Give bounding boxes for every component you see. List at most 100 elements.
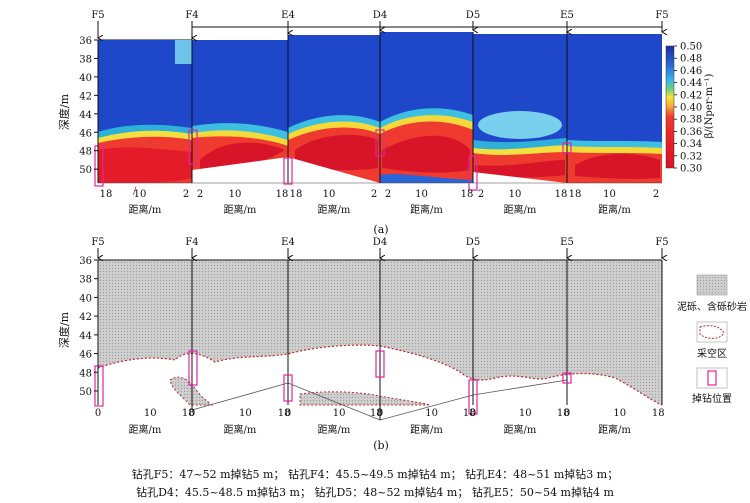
x-tick-label-a-4-1: 10	[509, 189, 522, 200]
x-tick-label-b-0-0: 0	[95, 408, 101, 419]
x-tick-label-b-2-0: 0	[285, 408, 291, 419]
station-label-b-5: E5	[560, 237, 574, 248]
x-tick-label-a-2-0: 18	[290, 189, 303, 200]
x-tick-label-a-1-1: 10	[229, 189, 242, 200]
legend-label-void: 采空区	[697, 347, 727, 360]
station-label-a-6: F5	[655, 10, 668, 21]
panel-b: F5 F4 E4 D4 D5 E5 F5 36 38 40 42 44 46 48 50 深度/m 0 10…	[57, 237, 747, 452]
panel-b-label: (b)	[373, 439, 389, 452]
x-axis-label-b-1: 距离/m	[224, 423, 257, 436]
colorbar-tick-label-2: 0.46	[680, 66, 702, 77]
x-tick-label-b-3-1: 10	[425, 408, 438, 419]
station-label-b-2: E4	[281, 237, 295, 248]
colorbar-label: β/(Nper·m⁻¹)	[704, 74, 715, 139]
x-tick-label-a-5-2: 2	[653, 189, 659, 200]
x-tick-label-b-5-0: 0	[564, 408, 570, 419]
station-label-a-0: F5	[91, 10, 104, 21]
station-label-b-1: F4	[185, 237, 198, 248]
rock-lens-1	[169, 376, 214, 406]
x-axis-label-b-2: 距离/m	[318, 423, 351, 436]
legend-swatch-rock	[696, 274, 728, 296]
y-tick-label-a-0: 36	[79, 36, 92, 47]
x-axis-label-a-4: 距离/m	[504, 203, 537, 216]
x-tick-label-b-0-2: 18	[182, 408, 195, 419]
colorbar-tick-label-6: 0.38	[680, 115, 702, 126]
x-tick-label-a-0-0: 18	[100, 189, 113, 200]
y-tick-label-b-1: 38	[79, 275, 92, 286]
station-label-a-4: D5	[466, 10, 480, 21]
x-tick-label-b-2-2: 18	[370, 408, 383, 419]
colorbar-tick-label-0: 0.50	[680, 42, 702, 53]
stray-mark: /	[133, 186, 137, 197]
caption-line-1: 钻孔F5：47~52 m掉钻5 m； 钻孔F4：45.5~49.5 m掉钻4 m…	[131, 468, 619, 481]
x-tick-label-b-5-1: 10	[613, 408, 626, 419]
colorbar-tick-label-5: 0.40	[680, 103, 702, 114]
x-tick-label-b-3-0: 0	[377, 408, 383, 419]
heat-segment-4	[380, 32, 473, 183]
panel-a-label: (a)	[373, 223, 388, 236]
y-tick-label-a-2: 40	[79, 73, 92, 84]
y-tick-label-b-5: 46	[79, 350, 92, 361]
y-tick-label-b-7: 50	[79, 387, 92, 398]
x-tick-label-b-0-1: 10	[144, 408, 157, 419]
colorbar-tick-label-1: 0.48	[680, 54, 702, 65]
colorbar-ticks: 0.500.480.460.440.42 0.400.380.360.340.32…	[674, 42, 702, 175]
y-tick-label-a-6: 48	[79, 147, 92, 158]
x-axis-label-b-4: 距离/m	[504, 423, 537, 436]
x-axis-label-b-5: 距离/m	[598, 423, 631, 436]
heat-segment-6	[567, 34, 662, 183]
station-label-b-6: F5	[655, 237, 668, 248]
x-tick-label-a-0-1: 10	[134, 189, 147, 200]
legend-swatch-drill	[707, 370, 717, 386]
x-tick-label-a-4-0: 2	[478, 189, 484, 200]
colorbar	[665, 45, 675, 169]
colorbar-tick-label-9: 0.32	[680, 151, 702, 162]
caption-line-2: 钻孔D4：45.5~48.5 m掉钻3 m； 钻孔D5：48~52 m掉钻4 m…	[136, 486, 614, 499]
station-label-b-0: F5	[91, 237, 104, 248]
panel-a-y-axis: 36 38 40 42 44 46 48 50	[79, 36, 99, 183]
x-tick-label-b-1-0: 0	[189, 408, 195, 419]
x-tick-label-a-4-2: 18	[555, 189, 568, 200]
x-tick-label-b-4-0: 0	[470, 408, 476, 419]
station-label-a-5: E5	[560, 10, 574, 21]
colorbar-tick-label-10: 0.30	[680, 164, 702, 175]
colorbar-tick-label-7: 0.36	[680, 127, 702, 138]
y-tick-label-b-0: 36	[79, 256, 92, 267]
panel-b-drill-marks	[94, 350, 572, 415]
panel-a-x-ticks: 18 10 2 距离/m 2 10 18 距离/m 18 10 2 距离/m 2 10 18 距离/m 2 10 1…	[100, 189, 660, 216]
x-tick-label-a-3-0: 2	[385, 189, 391, 200]
y-tick-label-a-5: 46	[79, 128, 92, 139]
legend-label-drill: 掉钻位置	[692, 392, 732, 405]
colorbar-tick-label-4: 0.42	[680, 90, 702, 101]
station-label-b-3: D4	[373, 237, 387, 248]
legend-swatch-void-frame	[696, 321, 728, 343]
y-tick-label-b-2: 40	[79, 293, 92, 304]
x-tick-label-b-5-2: 18	[652, 408, 665, 419]
x-axis-label-b-0: 距离/m	[129, 423, 162, 436]
station-label-b-4: D5	[466, 237, 480, 248]
heat-segment-1	[98, 40, 192, 183]
y-tick-label-a-7: 50	[79, 165, 92, 176]
legend: 泥砾、含砾砂岩 采空区 掉钻位置	[677, 274, 747, 405]
panel-b-stations: F5 F4 E4 D4 D5 E5 F5	[91, 237, 669, 258]
heat-segment-3	[288, 35, 380, 183]
station-label-a-2: E4	[281, 10, 295, 21]
x-axis-label-a-5: 距离/m	[598, 203, 631, 216]
panel-b-ylabel: 深度/m	[57, 311, 71, 348]
x-axis-label-a-1: 距离/m	[224, 203, 257, 216]
x-tick-label-a-5-1: 10	[603, 189, 616, 200]
x-tick-label-b-2-1: 10	[333, 408, 346, 419]
panel-b-y-axis: 36 38 40 42 44 46 48 50	[79, 256, 99, 405]
y-tick-label-b-6: 48	[79, 368, 92, 379]
x-tick-label-a-2-2: 2	[371, 189, 377, 200]
x-tick-label-a-5-0: 18	[569, 189, 582, 200]
legend-swatch-drill-frame	[696, 367, 728, 389]
x-tick-label-a-3-2: 18	[461, 189, 474, 200]
x-axis-label-a-2: 距离/m	[318, 203, 351, 216]
station-label-a-3: D4	[373, 10, 387, 21]
legend-label-rock: 泥砾、含砾砂岩	[677, 300, 747, 313]
x-axis-label-a-3: 距离/m	[410, 203, 443, 216]
x-tick-label-a-2-1: 10	[323, 189, 336, 200]
x-tick-label-b-1-1: 10	[239, 408, 252, 419]
